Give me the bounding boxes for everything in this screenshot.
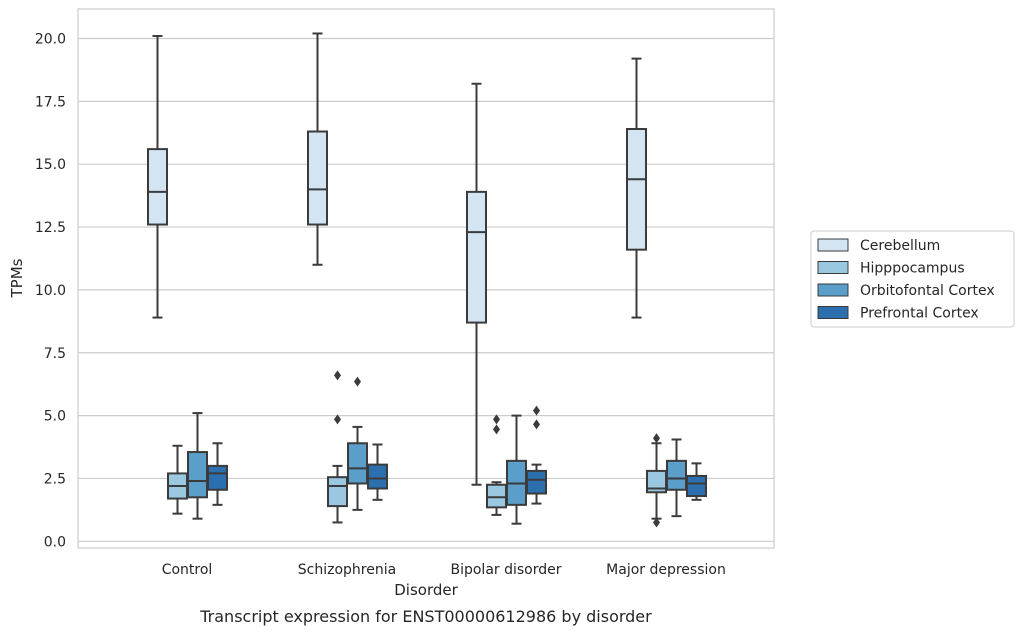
box-prefrontal-cortex (686, 462, 707, 501)
x-tick-label: Major depression (606, 562, 726, 578)
outlier-point (493, 424, 500, 435)
box-prefrontal-cortex (207, 442, 228, 506)
x-tick-label: Control (162, 562, 213, 578)
legend-swatch (817, 283, 849, 297)
box-orbitofontal-cortex (666, 438, 687, 518)
box-body (307, 130, 328, 226)
box-body (367, 463, 388, 490)
legend-frame (810, 230, 1015, 328)
box-body (686, 474, 707, 498)
y-tick-label: 20.0 (35, 32, 66, 48)
legend-swatch (817, 261, 849, 274)
box-orbitofontal-cortex (347, 376, 368, 511)
box-body (526, 469, 547, 495)
x-tick-label: Schizophrenia (298, 562, 396, 578)
outlier-point (653, 433, 660, 444)
box-body (486, 483, 507, 509)
legend-label: Cerebellum (860, 238, 940, 254)
box-hipppocampus (486, 414, 507, 516)
y-tick-label: 15.0 (35, 157, 66, 173)
box-body (187, 451, 208, 499)
box-body (666, 459, 687, 491)
x-axis-label: Disorder (394, 581, 458, 599)
x-tick-label: Bipolar disorder (450, 562, 561, 578)
box-body (347, 442, 368, 485)
outlier-point (533, 419, 540, 430)
box-orbitofontal-cortex (187, 412, 208, 520)
box-body (626, 128, 647, 251)
box-cerebellum (626, 57, 647, 319)
box-prefrontal-cortex (526, 405, 547, 505)
plot-frame (77, 8, 775, 549)
y-tick-label: 2.5 (44, 471, 66, 487)
outlier-point (354, 376, 361, 387)
box-cerebellum (147, 34, 168, 319)
legend-swatch (817, 306, 849, 319)
outlier-point (533, 405, 540, 416)
box-body (147, 148, 168, 226)
legend-label: Orbitofontal Cortex (860, 283, 995, 299)
box-cerebellum (307, 32, 328, 266)
plot-area (147, 32, 707, 528)
y-tick-label: 5.0 (44, 409, 66, 425)
box-cerebellum (466, 82, 487, 486)
y-tick-label: 10.0 (35, 283, 66, 299)
outlier-point (653, 517, 660, 528)
chart-title: Transcript expression for ENST0000061298… (199, 607, 652, 626)
legend-swatch (817, 238, 849, 252)
y-tick-label: 12.5 (35, 220, 66, 236)
y-tick-label: 0.0 (44, 534, 66, 550)
box-prefrontal-cortex (367, 443, 388, 501)
box-hipppocampus (167, 444, 188, 515)
box-orbitofontal-cortex (506, 414, 527, 525)
box-hipppocampus (327, 370, 348, 524)
y-axis-ticks: 0.0 2.5 5.0 7.5 10.0 12.5 15.0 17.5 20.0 (35, 32, 66, 551)
outlier-point (493, 414, 500, 425)
legend: Cerebellum Hipppocampus Orbitofontal Corte… (810, 230, 1015, 328)
y-tick-label: 17.5 (35, 94, 66, 110)
x-axis-ticks: Control Schizophrenia Bipolar disorder Majo… (162, 562, 726, 578)
box-body (327, 476, 348, 508)
outlier-point (334, 414, 341, 425)
box-body (207, 464, 228, 491)
legend-label: Prefrontal Cortex (860, 306, 979, 322)
legend-label: Hipppocampus (860, 261, 965, 277)
box-hipppocampus (646, 433, 667, 528)
outlier-point (334, 370, 341, 381)
box-body (466, 190, 487, 324)
legend-items: Cerebellum Hipppocampus Orbitofontal Corte… (817, 238, 995, 322)
y-tick-label: 7.5 (44, 346, 66, 362)
y-axis-label: TPMs (8, 258, 26, 298)
